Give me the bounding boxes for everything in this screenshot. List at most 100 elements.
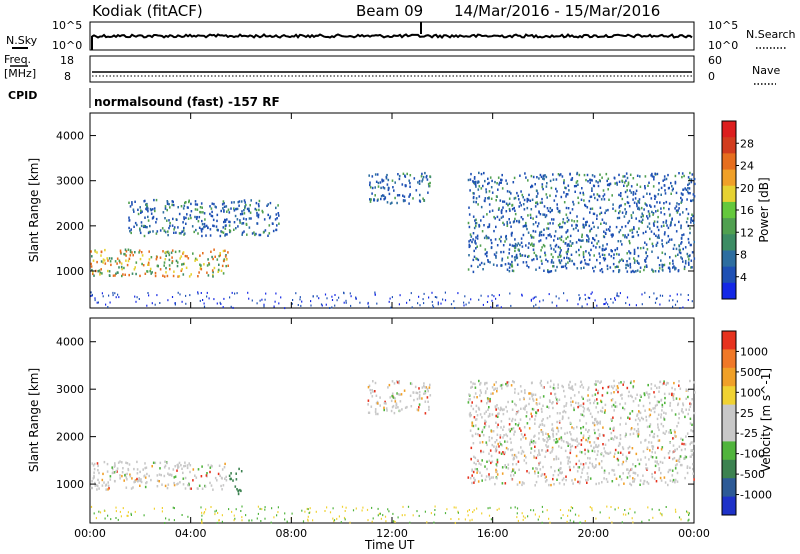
echo-pixel	[569, 240, 572, 243]
echo-pixel	[541, 246, 543, 249]
echo-pixel	[644, 456, 647, 459]
echo-pixel	[632, 385, 635, 388]
echo-pixel	[493, 388, 495, 391]
echo-pixel	[541, 410, 543, 413]
echo-pixel	[565, 186, 567, 190]
echo-pixel	[521, 483, 523, 487]
echo-pixel	[689, 466, 691, 469]
echo-pixel	[599, 212, 601, 216]
echo-pixel	[528, 471, 530, 475]
echo-pixel	[463, 304, 465, 307]
echo-pixel	[629, 381, 632, 385]
echo-pixel	[589, 178, 592, 182]
echo-pixel	[491, 386, 494, 389]
echo-pixel	[500, 210, 503, 213]
echo-pixel	[471, 434, 474, 437]
echo-pixel	[544, 480, 547, 483]
echo-pixel	[409, 193, 411, 196]
echo-pixel	[638, 410, 640, 413]
echo-pixel	[669, 294, 671, 297]
echo-pixel	[171, 203, 173, 207]
echo-pixel	[126, 478, 128, 481]
echo-pixel	[504, 263, 507, 266]
echo-pixel	[592, 221, 594, 224]
echo-pixel	[607, 208, 609, 212]
echo-pixel	[569, 387, 572, 390]
echo-pixel	[477, 265, 479, 268]
echo-pixel	[693, 381, 696, 384]
echo-pixel	[189, 294, 191, 297]
echo-pixel	[140, 251, 143, 254]
echo-pixel	[565, 251, 568, 254]
echo-pixel	[98, 471, 100, 475]
echo-pixel	[651, 450, 653, 454]
echo-pixel	[173, 481, 175, 485]
echo-pixel	[687, 389, 689, 392]
echo-pixel	[548, 437, 551, 440]
echo-pixel	[493, 383, 496, 386]
echo-pixel	[511, 260, 513, 264]
colorbar-tick-label: 20	[740, 182, 754, 195]
echo-pixel	[415, 189, 418, 192]
echo-pixel	[171, 261, 173, 265]
echo-pixel	[379, 396, 381, 399]
echo-pixel	[143, 474, 146, 477]
echo-pixel	[502, 244, 505, 247]
echo-pixel	[614, 452, 616, 455]
echo-pixel	[572, 388, 574, 391]
echo-pixel	[593, 270, 595, 273]
echo-pixel	[94, 484, 97, 487]
echo-pixel	[596, 258, 598, 262]
echo-pixel	[629, 412, 631, 415]
echo-pixel	[488, 223, 491, 226]
echo-pixel	[673, 456, 676, 460]
echo-pixel	[672, 396, 674, 399]
echo-pixel	[637, 234, 640, 237]
echo-pixel	[567, 514, 569, 517]
echo-pixel	[671, 474, 674, 477]
echo-pixel	[418, 390, 421, 394]
echo-pixel	[646, 204, 648, 207]
echo-pixel	[96, 260, 98, 264]
echo-pixel	[488, 225, 491, 228]
echo-pixel	[586, 234, 588, 237]
echo-pixel	[678, 251, 681, 254]
echo-pixel	[139, 206, 141, 209]
echo-pixel	[506, 384, 508, 388]
echo-pixel	[494, 406, 497, 409]
echo-pixel	[239, 213, 242, 216]
echo-pixel	[500, 264, 503, 267]
echo-pixel	[669, 441, 671, 444]
echo-pixel	[497, 304, 499, 307]
echo-pixel	[634, 465, 637, 468]
echo-pixel	[665, 430, 668, 433]
echo-pixel	[614, 297, 616, 300]
echo-pixel	[477, 181, 479, 184]
echo-pixel	[115, 510, 117, 513]
echo-pixel	[139, 229, 141, 232]
echo-pixel	[678, 516, 681, 519]
echo-pixel	[474, 241, 476, 244]
echo-pixel	[593, 450, 596, 453]
echo-pixel	[618, 180, 621, 183]
echo-pixel	[662, 264, 665, 267]
echo-pixel	[562, 385, 564, 389]
echo-pixel	[404, 174, 406, 177]
echo-pixel	[236, 292, 238, 295]
echo-pixel	[206, 264, 209, 267]
echo-pixel	[474, 386, 477, 389]
echo-pixel	[500, 216, 503, 219]
echo-pixel	[398, 194, 401, 197]
echo-pixel	[689, 405, 692, 408]
echo-pixel	[690, 199, 693, 203]
echo-pixel	[588, 409, 591, 412]
echo-pixel	[490, 392, 492, 395]
echo-pixel	[577, 480, 579, 484]
echo-pixel	[450, 518, 452, 520]
echo-pixel	[616, 457, 619, 461]
echo-pixel	[660, 413, 663, 416]
echo-pixel	[495, 463, 498, 466]
echo-pixel	[609, 427, 611, 430]
echo-pixel	[640, 458, 642, 461]
echo-pixel	[129, 473, 131, 476]
